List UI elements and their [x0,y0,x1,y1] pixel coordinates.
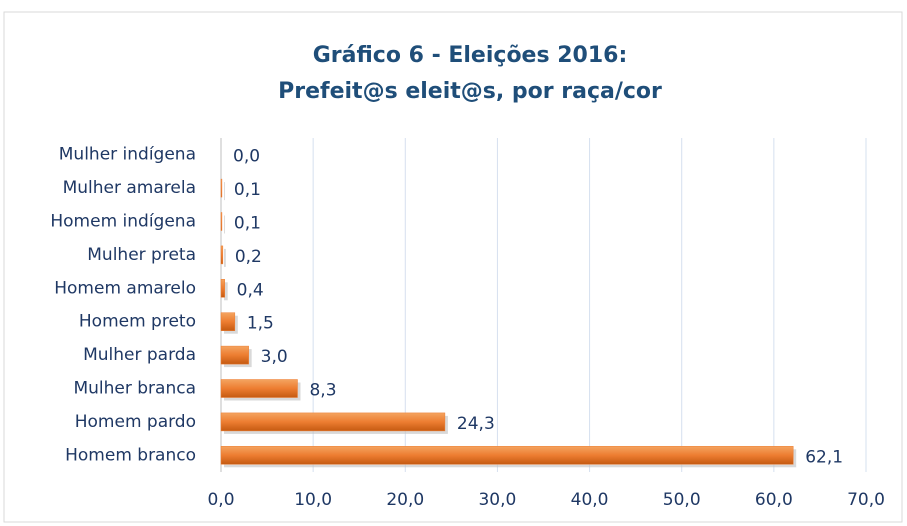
bar-shadow [224,282,228,301]
bar [220,178,223,198]
bar [220,245,224,265]
bar [220,345,249,365]
y-tick-label: Homem amarelo [54,278,196,298]
bar [220,379,298,398]
y-tick-label: Homem indígena [50,212,196,232]
x-tick-label: 50,0 [663,490,701,510]
y-tick-label: Mulher indígena [59,145,196,165]
y-tick-label: Homem preto [79,312,196,332]
chart-title: Prefeit@s eleit@s, por raça/cor [278,79,662,104]
value-label: 0,2 [235,247,262,267]
value-label: 62,1 [805,447,843,467]
x-tick-label: 10,0 [294,490,332,510]
bar-shadow [224,248,226,267]
value-label: 24,3 [457,414,495,434]
y-tick-label: Mulher parda [83,345,196,365]
bar [220,312,236,331]
value-label: 0,1 [234,180,261,200]
value-label: 1,5 [247,314,274,334]
x-tick-label: 40,0 [571,490,609,510]
x-tick-label: 20,0 [386,490,424,510]
value-label: 8,3 [309,381,336,401]
chart-border [3,11,903,523]
value-label: 0,1 [234,214,261,234]
value-label: 3,0 [261,347,288,367]
y-tick-label: Mulher amarela [63,178,196,198]
y-tick-label: Mulher preta [87,245,196,265]
y-tick-label: Homem pardo [75,412,196,432]
x-tick-label: 30,0 [478,490,516,510]
bar [220,212,223,231]
value-label: 0,0 [233,147,260,167]
bar-shadow [224,182,225,201]
bar-shadow [224,215,225,234]
y-tick-label: Homem branco [65,445,196,465]
chart-title: Gráfico 6 - Eleições 2016: [313,43,628,68]
value-label: 0,4 [237,280,264,300]
x-tick-label: 60,0 [755,490,793,510]
x-tick-label: 0,0 [207,490,234,510]
bar [220,446,794,465]
x-tick-label: 70,0 [847,490,885,510]
bar [220,412,446,432]
y-tick-label: Mulher branca [73,379,196,399]
bar [220,279,225,298]
